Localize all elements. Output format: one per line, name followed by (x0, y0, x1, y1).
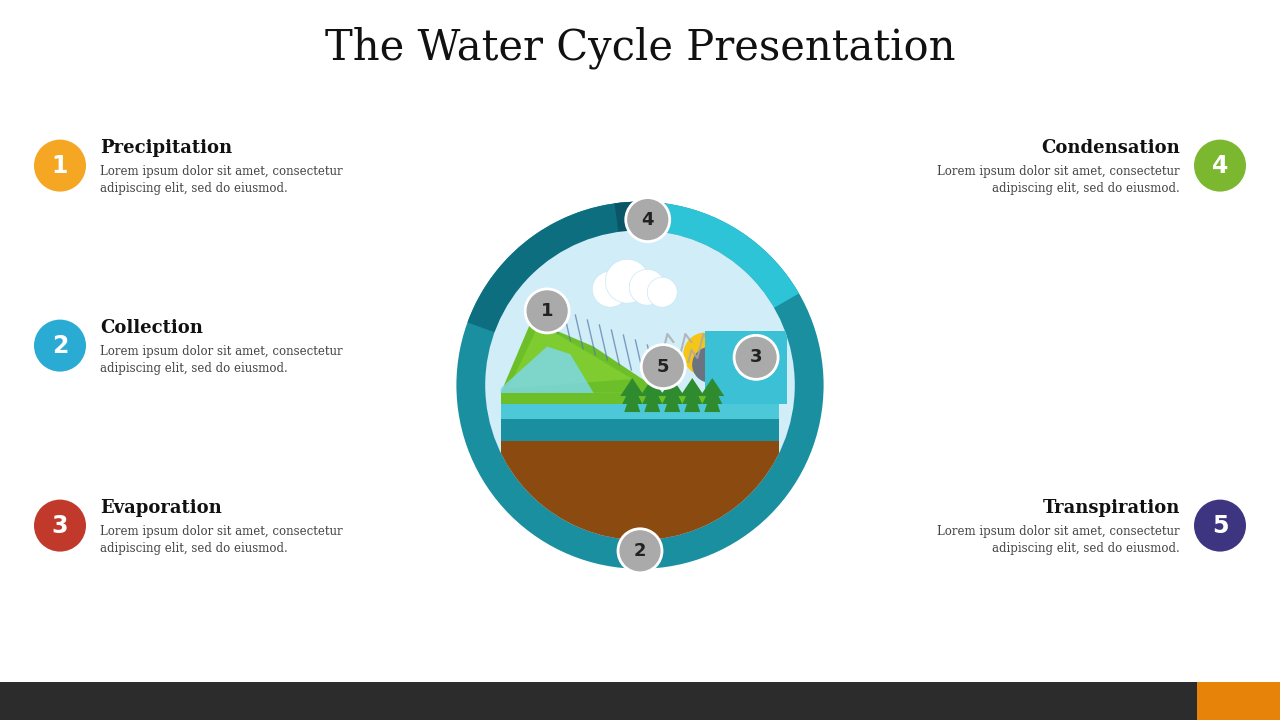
Bar (630, 396, 635, 408)
Text: 5: 5 (1212, 513, 1229, 538)
Text: Lorem ipsum dolor sit amet, consectetur
adipiscing elit, sed do eiusmod.: Lorem ipsum dolor sit amet, consectetur … (937, 525, 1180, 554)
Polygon shape (704, 388, 721, 412)
Polygon shape (644, 388, 660, 412)
Circle shape (485, 230, 795, 540)
Polygon shape (643, 383, 662, 404)
Polygon shape (705, 331, 787, 404)
Text: 4: 4 (641, 210, 654, 229)
Text: 1: 1 (541, 302, 553, 320)
Circle shape (605, 259, 649, 303)
Circle shape (35, 320, 86, 372)
Polygon shape (508, 323, 632, 388)
Circle shape (525, 289, 570, 333)
Circle shape (684, 333, 727, 376)
Polygon shape (622, 383, 643, 404)
Text: Lorem ipsum dolor sit amet, consectetur
adipiscing elit, sed do eiusmod.: Lorem ipsum dolor sit amet, consectetur … (937, 165, 1180, 194)
Circle shape (703, 348, 748, 392)
Polygon shape (500, 346, 594, 393)
Polygon shape (662, 383, 682, 404)
Bar (650, 396, 654, 408)
Polygon shape (625, 388, 640, 412)
Text: 3: 3 (750, 348, 763, 366)
Polygon shape (664, 388, 680, 412)
Polygon shape (685, 388, 700, 412)
Circle shape (1194, 500, 1245, 552)
Circle shape (593, 271, 628, 307)
Polygon shape (500, 320, 663, 393)
Bar (0, 682, 1197, 720)
Polygon shape (703, 383, 722, 404)
Text: Lorem ipsum dolor sit amet, consectetur
adipiscing elit, sed do eiusmod.: Lorem ipsum dolor sit amet, consectetur … (100, 345, 343, 374)
Text: The Water Cycle Presentation: The Water Cycle Presentation (325, 27, 955, 69)
Wedge shape (467, 202, 640, 333)
Text: Condensation: Condensation (1041, 138, 1180, 157)
Bar (1197, 682, 1280, 720)
Circle shape (1194, 140, 1245, 192)
Circle shape (735, 336, 778, 379)
Circle shape (457, 202, 823, 569)
Circle shape (35, 140, 86, 192)
Text: 2: 2 (634, 541, 646, 560)
Circle shape (626, 197, 669, 242)
Polygon shape (680, 378, 704, 396)
Text: 5: 5 (657, 358, 669, 376)
Text: 3: 3 (51, 513, 68, 538)
Polygon shape (500, 393, 709, 408)
Text: Collection: Collection (100, 318, 202, 336)
Text: Evaporation: Evaporation (100, 498, 221, 517)
Polygon shape (660, 378, 685, 396)
Circle shape (648, 277, 677, 307)
Circle shape (710, 360, 750, 400)
Polygon shape (500, 404, 780, 419)
Circle shape (35, 500, 86, 552)
Polygon shape (500, 404, 780, 556)
Text: Precipitation: Precipitation (100, 138, 232, 157)
Circle shape (630, 269, 666, 305)
Bar (671, 396, 675, 408)
Text: 1: 1 (51, 153, 68, 178)
Circle shape (726, 347, 762, 383)
Polygon shape (500, 419, 780, 441)
Wedge shape (614, 202, 666, 240)
Polygon shape (700, 378, 724, 396)
Text: 4: 4 (1212, 153, 1229, 178)
Text: Transpiration: Transpiration (1043, 498, 1180, 517)
Circle shape (618, 528, 662, 573)
Circle shape (692, 347, 728, 383)
Polygon shape (682, 383, 703, 404)
Text: 2: 2 (51, 333, 68, 358)
Polygon shape (640, 378, 664, 396)
Text: Lorem ipsum dolor sit amet, consectetur
adipiscing elit, sed do eiusmod.: Lorem ipsum dolor sit amet, consectetur … (100, 165, 343, 194)
Bar (710, 396, 714, 408)
Polygon shape (621, 378, 644, 396)
Bar (690, 396, 694, 408)
Circle shape (641, 345, 685, 389)
Text: Lorem ipsum dolor sit amet, consectetur
adipiscing elit, sed do eiusmod.: Lorem ipsum dolor sit amet, consectetur … (100, 525, 343, 554)
Wedge shape (640, 202, 799, 308)
